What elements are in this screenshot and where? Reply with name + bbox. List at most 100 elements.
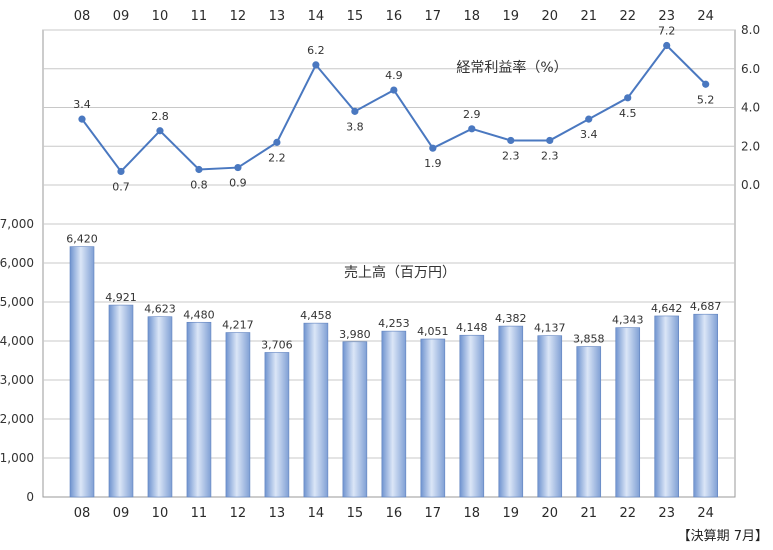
line-y-tick-label: 2.0 — [741, 139, 760, 153]
bar — [108, 304, 134, 498]
bar-data-label: 4,217 — [222, 319, 254, 332]
bottom-x-tick-label: 10 — [152, 506, 169, 521]
line-point — [156, 127, 164, 135]
bar — [303, 322, 329, 498]
bar-y-tick-label: 2,000 — [0, 412, 34, 426]
bottom-x-tick-label: 14 — [308, 506, 325, 521]
bar-series — [69, 246, 718, 498]
bar-y-tick-label: 5,000 — [0, 295, 34, 309]
bar-data-label: 4,137 — [534, 322, 566, 335]
line-series — [78, 41, 710, 176]
bar — [225, 332, 251, 498]
bar — [459, 334, 485, 498]
top-x-tick-label: 15 — [347, 9, 364, 24]
top-x-tick-label: 19 — [503, 9, 520, 24]
bar-data-label: 6,420 — [66, 233, 98, 246]
top-x-tick-label: 17 — [425, 9, 442, 24]
bar-data-label: 4,687 — [690, 300, 722, 313]
line-data-label: 5.2 — [697, 93, 715, 106]
bar — [147, 316, 173, 498]
bottom-x-tick-label: 22 — [619, 506, 636, 521]
bar — [576, 346, 602, 498]
bar — [498, 325, 524, 498]
top-x-tick-label: 22 — [619, 9, 636, 24]
top-x-tick-label: 09 — [113, 9, 130, 24]
bar-data-label: 3,706 — [261, 338, 293, 351]
bar-data-label: 4,642 — [651, 302, 683, 315]
bar — [693, 313, 718, 498]
line-point — [273, 138, 281, 146]
line-point — [429, 144, 437, 152]
bottom-x-tick-label: 11 — [191, 506, 208, 521]
line-data-label: 2.3 — [541, 149, 559, 162]
line-y-tick-label: 8.0 — [741, 23, 760, 37]
bar-data-label: 3,980 — [339, 328, 371, 341]
line-point — [195, 165, 203, 174]
line-data-label: 4.9 — [385, 69, 403, 82]
line-data-label: 6.2 — [307, 44, 325, 57]
line-data-label: 0.8 — [190, 179, 208, 192]
line-y-tick-label: 0.0 — [741, 178, 760, 192]
chart-labels: 0 1,000 2,000 3,000 4,000 5,000 6,000 7,000 0.0 2… — [0, 9, 760, 521]
bar — [615, 327, 641, 498]
line-data-label: 2.2 — [268, 151, 286, 164]
bottom-x-tick-label: 16 — [386, 506, 403, 521]
line-point — [117, 167, 125, 176]
bar — [537, 335, 563, 498]
top-x-tick-label: 10 — [152, 9, 169, 24]
line-data-label: 2.8 — [151, 110, 169, 123]
top-x-tick-label: 13 — [269, 9, 286, 24]
line-point — [312, 61, 320, 69]
line-data-label: 0.7 — [112, 180, 130, 193]
line-point — [78, 115, 86, 123]
bottom-x-tick-label: 13 — [269, 506, 286, 521]
bar — [342, 341, 368, 498]
bar-y-tick-label: 7,000 — [0, 217, 34, 231]
bottom-x-tick-label: 19 — [503, 506, 520, 521]
bar — [420, 338, 446, 498]
bottom-x-tick-label: 09 — [113, 506, 130, 521]
line-point — [351, 107, 359, 115]
bar-data-label: 4,921 — [105, 291, 137, 304]
bottom-x-tick-label: 20 — [541, 506, 558, 521]
line-point — [390, 86, 398, 94]
bar-data-label: 4,253 — [378, 317, 410, 330]
line-point — [624, 94, 632, 102]
bar — [654, 315, 680, 498]
bottom-x-tick-label: 24 — [697, 506, 714, 521]
line-data-label: 7.2 — [658, 25, 676, 38]
bar — [264, 352, 290, 498]
bar-data-label: 4,343 — [612, 314, 644, 327]
line-data-label: 3.4 — [580, 128, 598, 141]
line-data-label: 4.5 — [619, 107, 637, 120]
bottom-x-tick-label: 15 — [347, 506, 364, 521]
line-chart-title: 経常利益率（%） — [456, 59, 567, 76]
line-point — [507, 136, 515, 145]
bottom-x-tick-label: 21 — [580, 506, 597, 521]
top-x-tick-label: 23 — [658, 9, 675, 24]
line-y-tick-label: 4.0 — [741, 101, 760, 115]
line-point — [663, 41, 671, 50]
line-point — [702, 80, 710, 88]
bar — [69, 246, 95, 498]
line-y-tick-label: 6.0 — [741, 62, 760, 76]
line-data-label: 2.9 — [463, 108, 481, 121]
bar-data-label: 3,858 — [573, 333, 605, 346]
top-x-tick-label: 14 — [308, 9, 325, 24]
bar-data-label: 4,382 — [495, 312, 527, 325]
bar-y-tick-label: 6,000 — [0, 256, 34, 270]
bar-y-tick-label: 1,000 — [0, 451, 34, 465]
line-data-label: 3.8 — [346, 120, 364, 133]
line-data-label: 0.9 — [229, 177, 247, 190]
line-point — [585, 115, 593, 123]
bar-y-tick-label: 4,000 — [0, 334, 34, 348]
top-x-tick-label: 11 — [191, 9, 208, 24]
line-data-label: 3.4 — [73, 98, 91, 111]
bar-data-label: 4,051 — [417, 325, 449, 338]
top-x-tick-label: 12 — [230, 9, 247, 24]
top-x-tick-label: 24 — [697, 9, 714, 24]
bar-y-tick-label: 3,000 — [0, 373, 34, 387]
line-point — [546, 136, 554, 145]
bar-data-label: 4,148 — [456, 321, 488, 334]
